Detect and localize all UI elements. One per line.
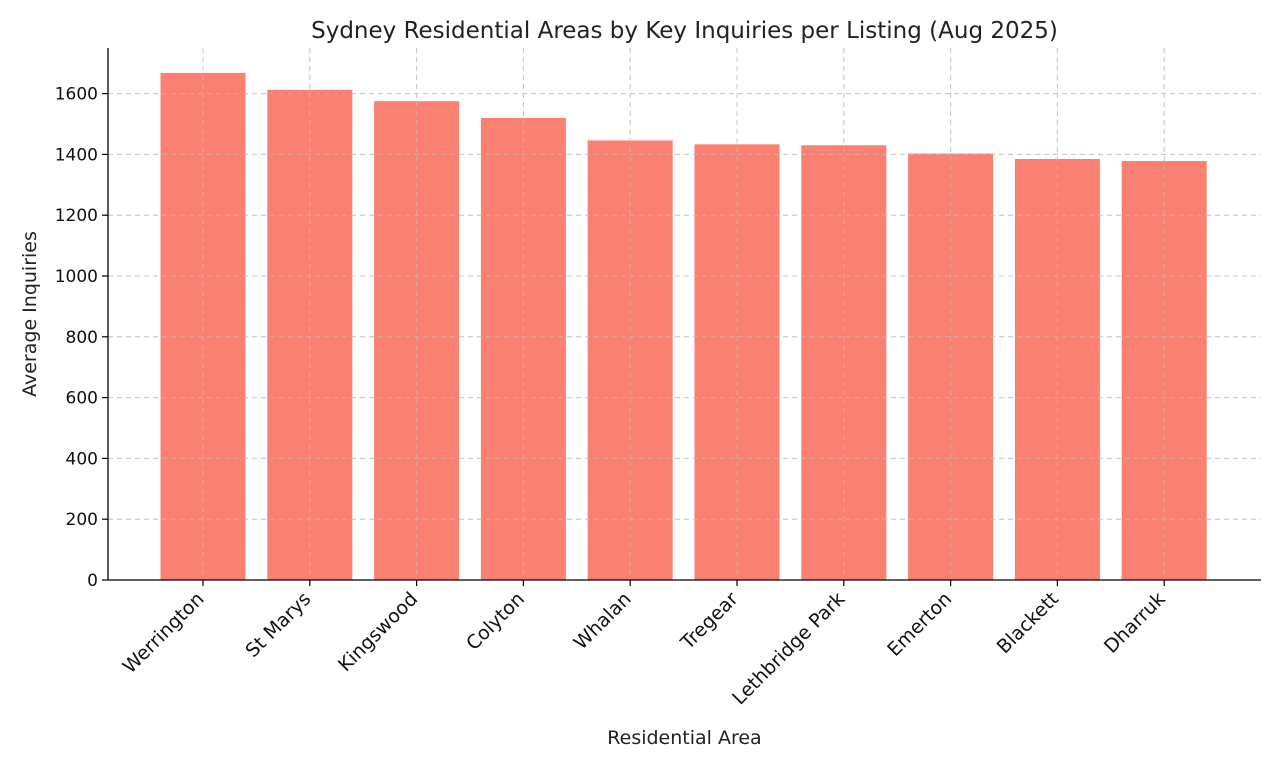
bar-tregear [694,144,780,581]
x-tick-label: Lethbridge Park [728,588,849,709]
x-tick-label: Tregear [676,588,743,655]
y-tick-label: 800 [66,328,98,348]
x-tick-label: Werrington [119,588,209,678]
y-tick-label: 200 [66,510,98,530]
x-axis-label: Residential Area [607,727,761,749]
chart-title: Sydney Residential Areas by Key Inquirie… [311,18,1058,44]
x-tick-label: Blackett [993,588,1063,658]
bar-whalan [587,140,673,580]
grid-overlay [108,48,1261,580]
x-tick-label: St Marys [241,588,315,662]
y-tick-label: 1200 [55,206,98,226]
y-tick-label: 1400 [55,145,98,165]
y-axis-label: Average Inquiries [19,231,41,397]
bar-layer [160,72,1207,581]
y-tick-label: 600 [66,389,98,409]
x-tick-label: Kingswood [334,588,422,676]
x-tick-label: Whalan [570,588,636,654]
y-tick-label: 0 [87,571,98,591]
x-tick-label: Emerton [883,588,956,661]
x-tick-label: Dharruk [1100,588,1170,658]
y-tick-label: 400 [66,449,98,469]
x-tick-label: Colyton [462,588,529,655]
bar-st-marys [267,89,353,581]
y-tick-label: 1000 [55,267,98,287]
y-tick-label: 1600 [55,85,98,105]
